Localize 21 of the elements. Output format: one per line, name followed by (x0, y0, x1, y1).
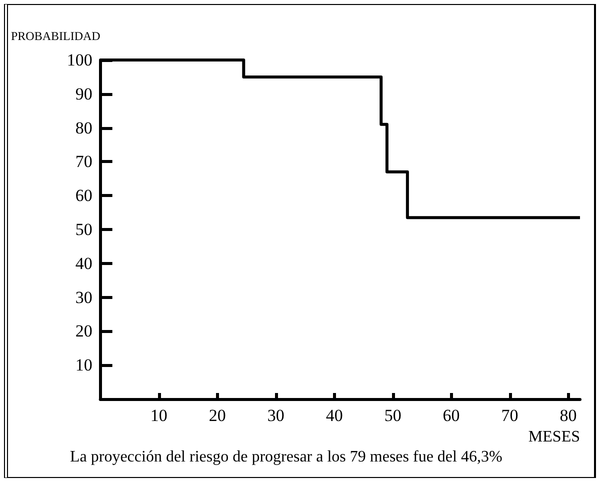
x-tick-label: 30 (267, 406, 284, 425)
x-tick-label: 80 (560, 406, 577, 425)
x-tick-label: 40 (326, 406, 343, 425)
y-tick-label: 100 (66, 50, 92, 70)
x-tick-label: 10 (150, 406, 168, 425)
x-tick-label: 60 (442, 406, 460, 425)
x-tick-label: 50 (384, 406, 402, 425)
y-tick-label: 30 (75, 288, 92, 307)
y-tick-label: 10 (75, 356, 92, 375)
y-tick-label: 60 (75, 186, 92, 206)
y-axis-title: PROBABILIDAD (10, 29, 101, 43)
x-tick-label: 70 (501, 406, 518, 425)
x-tick-label: 20 (208, 406, 226, 425)
y-tick-label: 80 (75, 118, 92, 138)
text: La proyección del riesgo de progresar a los 79 meses fue del 46,3% (70, 448, 502, 466)
y-tick-label: 40 (75, 254, 92, 273)
y-tick-label: 20 (75, 322, 92, 341)
y-tick-label: 70 (75, 152, 92, 172)
x-axis-title: MESES (528, 428, 580, 446)
y-tick-label: 90 (75, 84, 92, 104)
y-tick-label: 50 (75, 220, 92, 239)
